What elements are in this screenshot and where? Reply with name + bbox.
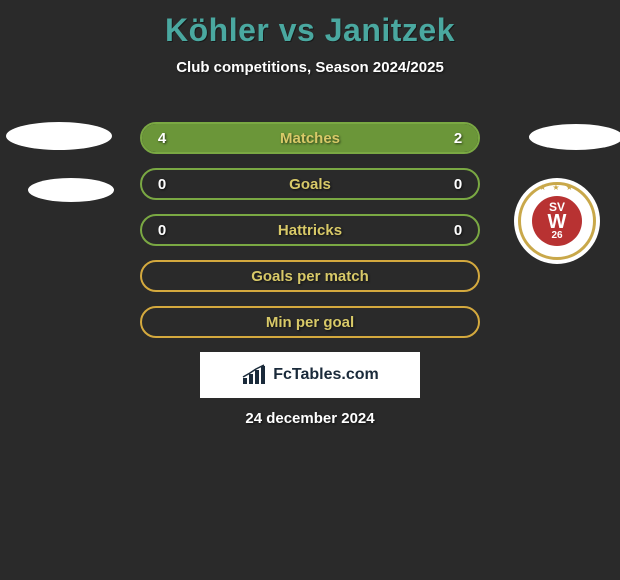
crest-num: 26 [551,231,562,241]
site-logo: FcTables.com [200,352,420,398]
stats-container: 4Matches20Goals00Hattricks0Goals per mat… [140,122,480,352]
stat-value-right: 0 [438,176,478,193]
stat-value-left: 4 [142,130,182,147]
stat-value-right: 2 [438,130,478,147]
stat-value-left: 0 [142,222,182,239]
stat-label: Hattricks [182,222,438,239]
subtitle: Club competitions, Season 2024/2025 [0,59,620,76]
stat-row: Min per goal [140,306,480,338]
stat-label: Min per goal [182,314,438,331]
crest-stars: ★ ★ ★ [521,183,593,192]
bar-chart-icon [241,364,267,386]
stat-row: Goals per match [140,260,480,292]
player-left-logo-placeholder-1 [6,122,112,150]
player-left-logo-placeholder-2 [28,178,114,202]
stat-label: Matches [182,130,438,147]
stat-label: Goals [182,176,438,193]
page-title: Köhler vs Janitzek [0,0,620,49]
club-crest: ★ ★ ★ SV W 26 [514,178,600,264]
player-right-logo-placeholder-1 [529,124,620,150]
logo-text: FcTables.com [273,366,379,384]
stat-label: Goals per match [182,268,438,285]
date-label: 24 december 2024 [0,410,620,427]
crest-w: W [548,213,567,231]
stat-row: 0Hattricks0 [140,214,480,246]
stat-value-right: 0 [438,222,478,239]
stat-row: 4Matches2 [140,122,480,154]
stat-value-left: 0 [142,176,182,193]
stat-row: 0Goals0 [140,168,480,200]
